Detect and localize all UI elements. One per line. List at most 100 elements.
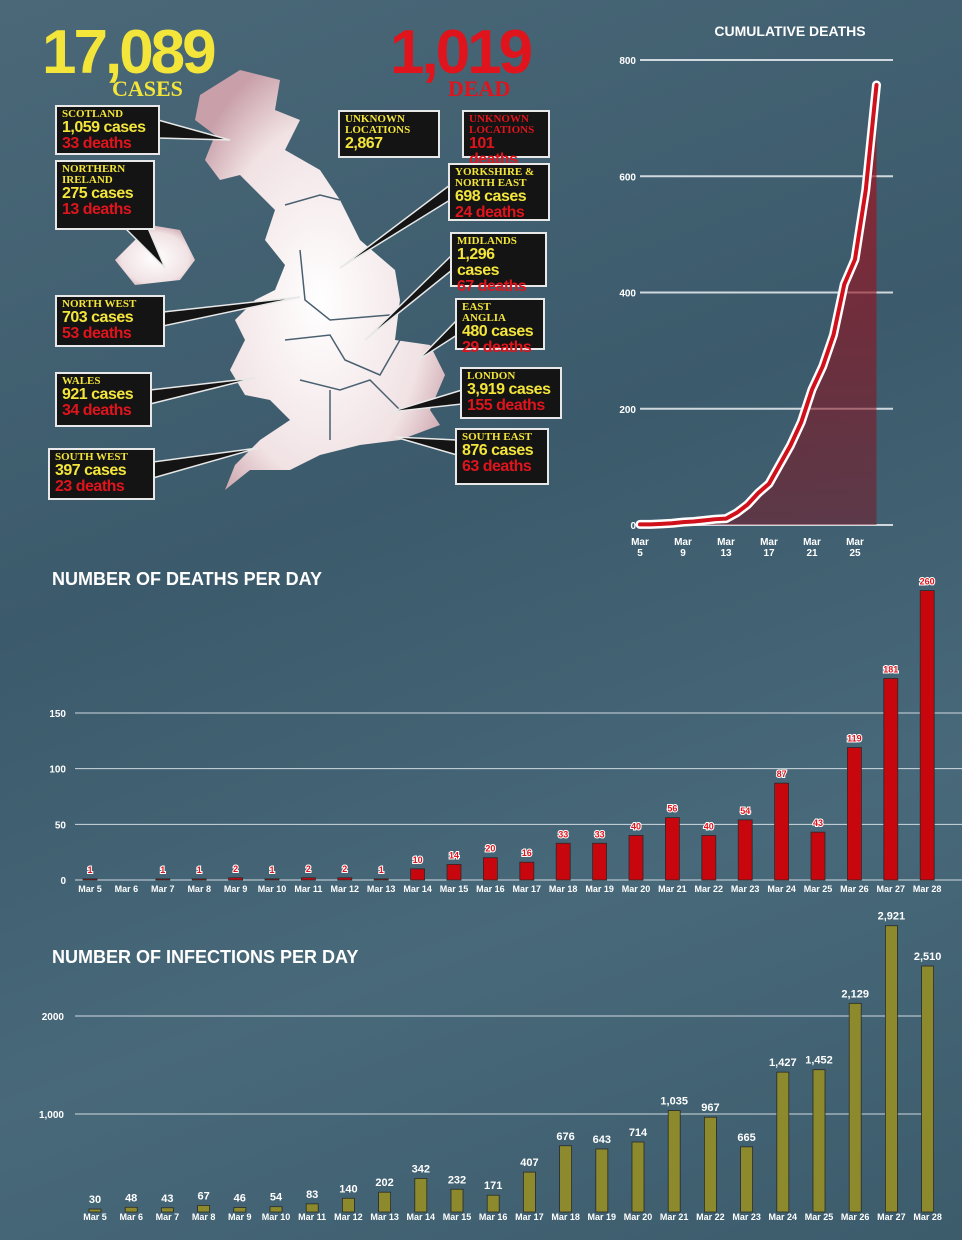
- region-deaths: 23 deaths: [55, 478, 125, 495]
- region-deaths: 24 deaths: [455, 204, 525, 221]
- bar: [191, 878, 207, 881]
- x-tick-label: Mar 17: [515, 1212, 544, 1222]
- bar: [701, 835, 717, 881]
- x-tick-part: 9: [680, 548, 686, 559]
- bar: [446, 864, 462, 881]
- x-tick-label: Mar 17: [760, 537, 778, 559]
- cases-label: CASES: [112, 76, 183, 101]
- x-tick-label: Mar 13: [370, 1212, 399, 1222]
- region-cases: 698 cases: [455, 188, 527, 205]
- chart-title: NUMBER OF DEATHS PER DAY: [52, 569, 322, 589]
- bar: [631, 1141, 645, 1213]
- x-tick-label: Mar 11: [298, 1212, 326, 1222]
- x-tick-label: Mar 7: [151, 884, 175, 894]
- bar: [160, 1207, 174, 1213]
- value-label: 967: [701, 1102, 719, 1114]
- value-label: 2,129: [841, 988, 869, 1000]
- x-tick-label: Mar 12: [331, 884, 360, 894]
- bar: [264, 878, 280, 881]
- bar: [774, 782, 789, 881]
- x-tick-label: Mar 8: [192, 1212, 216, 1222]
- value-label: 665: [737, 1132, 755, 1144]
- value-label: 260: [920, 577, 935, 587]
- bar: [740, 1146, 753, 1213]
- value-label: 1,452: [805, 1055, 833, 1067]
- x-tick-label: Mar 24: [767, 884, 796, 894]
- x-tick-label: Mar 21: [803, 537, 821, 559]
- bar: [847, 747, 862, 881]
- value-label: 43: [161, 1193, 173, 1205]
- bar: [628, 835, 644, 881]
- value-label: 2,510: [914, 951, 942, 963]
- region-box: YORKSHIRE & NORTH EAST 698 cases 24 deaths: [448, 163, 550, 221]
- y-tick-label: 200: [619, 405, 636, 416]
- region-name: SCOTLAND: [62, 108, 124, 120]
- bar: [921, 965, 934, 1213]
- bar: [519, 861, 535, 881]
- region-deaths: 67 deaths: [457, 278, 527, 295]
- region-name: UNKNOWN LOCATIONS: [345, 113, 411, 136]
- bar: [233, 1207, 247, 1213]
- bar: [197, 1205, 211, 1213]
- value-label: 54: [270, 1192, 283, 1204]
- x-tick-label: Mar 20: [624, 1212, 653, 1222]
- bar: [373, 878, 389, 881]
- x-tick-label: Mar 5: [78, 884, 102, 894]
- bar: [337, 877, 353, 881]
- x-tick-part: 21: [806, 548, 818, 559]
- bar: [155, 878, 171, 881]
- value-label: 30: [89, 1194, 101, 1206]
- x-tick-label: Mar 25: [804, 884, 833, 894]
- region-box: LONDON 3,919 cases 155 deaths: [460, 367, 562, 419]
- x-tick-label: Mar 26: [840, 884, 869, 894]
- x-tick-label: Mar 15: [443, 1212, 472, 1222]
- x-tick-label: Mar 11: [294, 884, 322, 894]
- x-tick-label: Mar 16: [479, 1212, 508, 1222]
- value-label: 140: [339, 1183, 357, 1195]
- region-name: EAST ANGLIA: [462, 301, 507, 324]
- x-tick-part: 5: [637, 548, 643, 559]
- x-tick-label: Mar 27: [877, 1212, 906, 1222]
- x-tick-part: Mar: [631, 537, 649, 548]
- x-tick-label: Mar 13: [367, 884, 396, 894]
- value-label: 2: [342, 864, 347, 874]
- region-cases: 480 cases: [462, 323, 534, 340]
- region-box: SOUTH WEST 397 cases 23 deaths: [48, 448, 155, 500]
- region-name: WALES: [62, 375, 101, 387]
- value-label: 643: [593, 1134, 611, 1146]
- great-britain: [195, 70, 445, 490]
- value-label: 1: [197, 865, 202, 875]
- x-tick-label: Mar 6: [119, 1212, 143, 1222]
- x-tick-label: Mar 9: [228, 1212, 252, 1222]
- line: [638, 82, 879, 527]
- x-tick-label: Mar 10: [262, 1212, 291, 1222]
- bar: [523, 1171, 536, 1213]
- y-tick-label: 0: [630, 521, 636, 532]
- value-label: 171: [484, 1180, 502, 1192]
- region-cases: 1,296 cases: [457, 246, 500, 279]
- value-label: 40: [704, 821, 714, 831]
- bar: [269, 1206, 283, 1213]
- bar: [592, 842, 607, 881]
- x-tick-label: Mar 14: [403, 884, 432, 894]
- value-label: 1: [160, 865, 165, 875]
- value-label: 676: [556, 1131, 574, 1143]
- value-label: 56: [667, 804, 677, 814]
- x-tick-label: Mar 9: [674, 537, 692, 559]
- value-label: 342: [412, 1163, 430, 1175]
- bar: [667, 1110, 681, 1213]
- x-tick-label: Mar 9: [224, 884, 248, 894]
- value-label: 10: [413, 855, 423, 865]
- value-label: 1,427: [769, 1057, 797, 1069]
- bar: [595, 1148, 609, 1213]
- x-tick-label: Mar 23: [732, 1212, 761, 1222]
- region-cases: 397 cases: [55, 462, 127, 479]
- bar: [228, 877, 244, 881]
- region-box: NORTHERN IRELAND 275 cases 13 deaths: [55, 160, 155, 230]
- region-box: NORTH WEST 703 cases 53 deaths: [55, 295, 165, 347]
- bar: [414, 1178, 428, 1213]
- region-box: EAST ANGLIA 480 cases 29 deaths: [455, 298, 545, 356]
- x-tick-label: Mar 26: [841, 1212, 870, 1222]
